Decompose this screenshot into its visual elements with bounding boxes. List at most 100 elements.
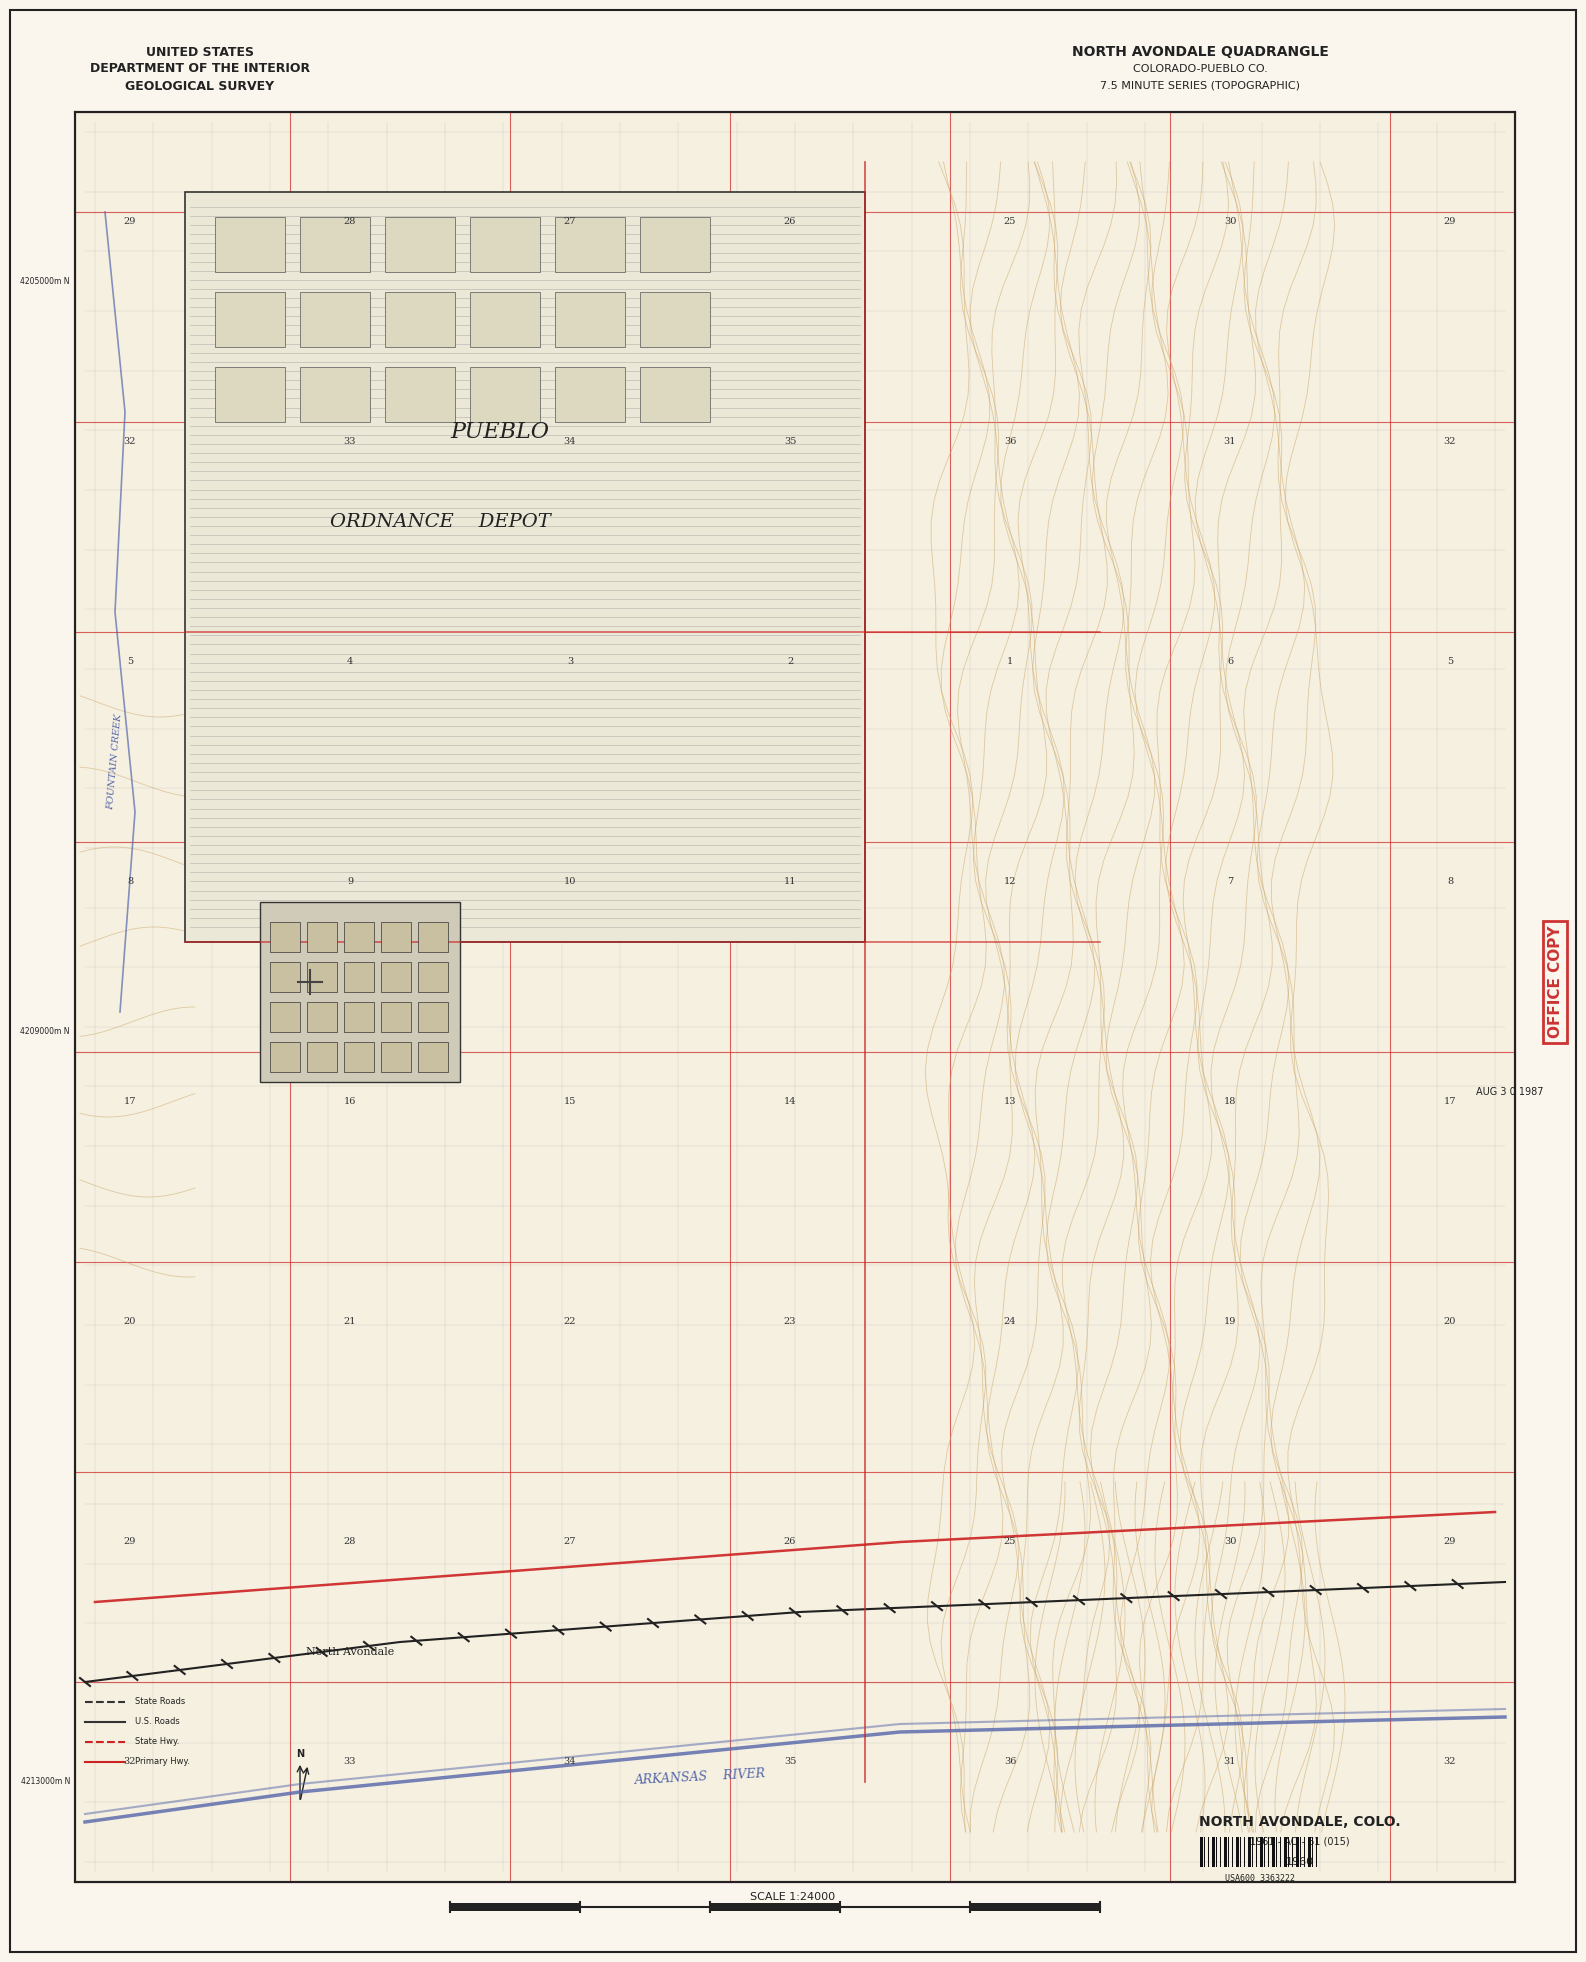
Bar xyxy=(216,218,285,273)
Text: 30: 30 xyxy=(1224,1538,1235,1546)
Text: N: N xyxy=(297,1748,305,1760)
Text: NORTH AVONDALE, COLO.: NORTH AVONDALE, COLO. xyxy=(1199,1815,1400,1829)
Text: 10: 10 xyxy=(563,877,576,887)
Bar xyxy=(216,367,285,422)
Text: 26: 26 xyxy=(783,1538,796,1546)
Bar xyxy=(308,1042,336,1071)
Text: ARKANSAS    RIVER: ARKANSAS RIVER xyxy=(634,1768,766,1787)
Bar xyxy=(469,367,539,422)
Text: 13: 13 xyxy=(1004,1097,1017,1107)
Text: 35: 35 xyxy=(783,438,796,447)
Text: 21: 21 xyxy=(344,1318,357,1326)
Bar xyxy=(1235,1836,1239,1868)
Text: 36: 36 xyxy=(1004,1758,1017,1766)
Text: 24: 24 xyxy=(1004,1318,1017,1326)
Text: 16: 16 xyxy=(344,1097,357,1107)
Text: 7: 7 xyxy=(1228,877,1234,887)
Text: 30: 30 xyxy=(1224,218,1235,226)
Bar xyxy=(450,1903,580,1911)
Bar xyxy=(300,292,370,347)
Bar xyxy=(555,367,625,422)
Text: 29: 29 xyxy=(1443,218,1456,226)
Bar xyxy=(555,292,625,347)
Bar xyxy=(344,1042,374,1071)
Bar xyxy=(419,961,447,993)
Text: 20: 20 xyxy=(124,1318,136,1326)
Text: 32: 32 xyxy=(1443,1758,1456,1766)
Bar xyxy=(1248,1836,1251,1868)
Bar xyxy=(641,367,711,422)
Text: DEPARTMENT OF THE INTERIOR: DEPARTMENT OF THE INTERIOR xyxy=(90,63,309,75)
Text: 31: 31 xyxy=(1224,438,1235,447)
Text: AUG 3 0 1987: AUG 3 0 1987 xyxy=(1477,1087,1543,1097)
Text: 1: 1 xyxy=(1007,657,1013,667)
Text: 33: 33 xyxy=(344,1758,357,1766)
Bar xyxy=(419,922,447,952)
Text: 17: 17 xyxy=(1443,1097,1456,1107)
Text: UNITED STATES: UNITED STATES xyxy=(146,45,254,59)
Text: 9: 9 xyxy=(347,877,354,887)
Text: 1961 - AO - 61 (015): 1961 - AO - 61 (015) xyxy=(1250,1836,1350,1846)
Text: PUEBLO: PUEBLO xyxy=(450,422,549,443)
Text: 34: 34 xyxy=(563,438,576,447)
Bar xyxy=(270,961,300,993)
Bar xyxy=(308,1003,336,1032)
Text: 4209000m N: 4209000m N xyxy=(21,1028,70,1036)
Bar xyxy=(270,1042,300,1071)
Bar xyxy=(270,1003,300,1032)
Bar xyxy=(381,1042,411,1071)
Text: 11: 11 xyxy=(783,877,796,887)
Text: 14: 14 xyxy=(783,1097,796,1107)
Bar xyxy=(419,1003,447,1032)
Text: Primary Hwy.: Primary Hwy. xyxy=(135,1758,190,1766)
Bar xyxy=(300,367,370,422)
Bar xyxy=(344,961,374,993)
Bar xyxy=(1308,1836,1312,1868)
Text: 25: 25 xyxy=(1004,218,1017,226)
Text: 29: 29 xyxy=(124,218,136,226)
Bar xyxy=(419,1042,447,1071)
Bar xyxy=(711,1903,841,1911)
Bar xyxy=(308,961,336,993)
Bar xyxy=(469,292,539,347)
Text: 33: 33 xyxy=(344,438,357,447)
Text: GEOLOGICAL SURVEY: GEOLOGICAL SURVEY xyxy=(125,80,274,92)
Text: 7.5 MINUTE SERIES (TOPOGRAPHIC): 7.5 MINUTE SERIES (TOPOGRAPHIC) xyxy=(1101,80,1301,90)
Bar xyxy=(641,292,711,347)
Text: 28: 28 xyxy=(344,1538,357,1546)
Bar xyxy=(1296,1836,1299,1868)
Text: 35: 35 xyxy=(783,1758,796,1766)
Text: OFFICE COPY: OFFICE COPY xyxy=(1548,926,1562,1038)
Bar xyxy=(385,218,455,273)
Text: 8: 8 xyxy=(127,877,133,887)
Bar xyxy=(308,922,336,952)
Text: SCALE 1:24000: SCALE 1:24000 xyxy=(750,1891,836,1901)
Text: 1960: 1960 xyxy=(1286,1856,1315,1868)
Bar xyxy=(344,1003,374,1032)
Text: 6: 6 xyxy=(1228,657,1232,667)
Bar xyxy=(344,922,374,952)
Text: State Hwy.: State Hwy. xyxy=(135,1738,179,1746)
Bar xyxy=(555,218,625,273)
Text: 2: 2 xyxy=(787,657,793,667)
Text: 36: 36 xyxy=(1004,438,1017,447)
Text: U.S. Roads: U.S. Roads xyxy=(135,1717,179,1727)
Bar xyxy=(216,292,285,347)
Bar xyxy=(1212,1836,1215,1868)
Text: NORTH AVONDALE QUADRANGLE: NORTH AVONDALE QUADRANGLE xyxy=(1072,45,1329,59)
Bar xyxy=(469,218,539,273)
Text: 29: 29 xyxy=(124,1538,136,1546)
Bar xyxy=(641,218,711,273)
Bar xyxy=(385,367,455,422)
Text: North Avondale: North Avondale xyxy=(306,1646,395,1658)
Bar xyxy=(1285,1836,1286,1868)
Text: 4: 4 xyxy=(347,657,354,667)
Text: 5: 5 xyxy=(127,657,133,667)
Text: 29: 29 xyxy=(1443,1538,1456,1546)
Text: 32: 32 xyxy=(124,1758,136,1766)
Text: 4205000m N: 4205000m N xyxy=(21,277,70,286)
Text: 27: 27 xyxy=(563,218,576,226)
Text: 28: 28 xyxy=(344,218,357,226)
Text: 12: 12 xyxy=(1004,877,1017,887)
Text: 15: 15 xyxy=(563,1097,576,1107)
